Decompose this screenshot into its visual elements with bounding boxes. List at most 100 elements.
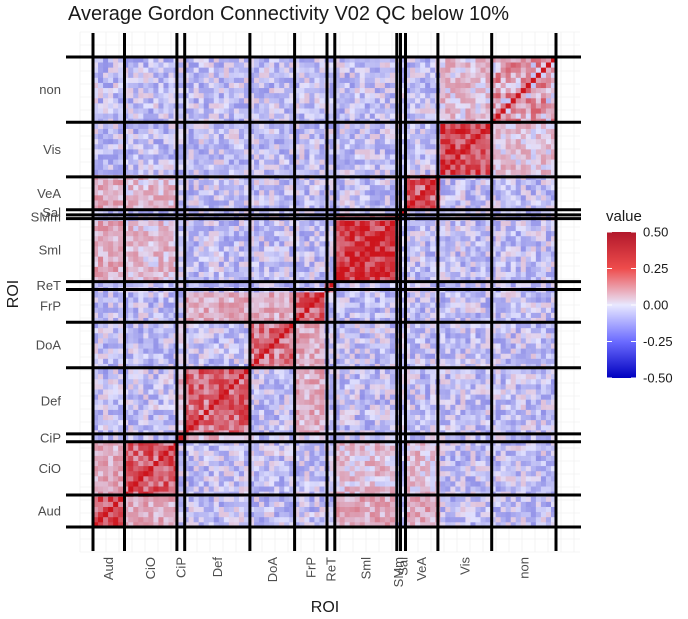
heatmap-cell (178, 383, 184, 390)
heatmap-cell (103, 302, 109, 308)
heatmap-cell (495, 368, 502, 375)
heatmap-cell (108, 251, 114, 257)
heatmap-cell (118, 424, 124, 431)
heatmap-cell (349, 455, 356, 461)
heatmap-cell (309, 496, 315, 502)
heatmap-cell (530, 455, 537, 461)
heatmap-cell (339, 312, 346, 318)
heatmap-cell (218, 332, 225, 339)
heatmap-cell (445, 266, 451, 272)
heatmap-cell (304, 337, 310, 344)
heatmap-cell (440, 470, 446, 477)
heatmap-cell (143, 506, 149, 513)
heatmap-cell (193, 465, 200, 472)
heatmap-cell (178, 302, 184, 308)
heatmap-cell (369, 332, 376, 339)
heatmap-cell (218, 358, 225, 364)
heatmap-cell (510, 307, 517, 313)
heatmap-cell (148, 297, 154, 303)
heatmap-cell (384, 424, 391, 431)
heatmap-cell (440, 307, 446, 313)
heatmap-cell (218, 516, 225, 523)
heatmap-cell (470, 317, 476, 324)
heatmap-cell (415, 281, 421, 288)
heatmap-cell (98, 373, 104, 380)
heatmap-cell (108, 317, 114, 324)
heatmap-cell (540, 312, 547, 318)
heatmap-cell (399, 445, 406, 451)
heatmap-cell (249, 419, 255, 426)
heatmap-cell (113, 358, 119, 364)
heatmap-cell (339, 435, 346, 441)
heatmap-cell (128, 353, 134, 359)
heatmap-cell (550, 496, 557, 502)
heatmap-cell (374, 383, 381, 390)
heatmap-cell (163, 424, 169, 431)
heatmap-cell (415, 266, 421, 272)
heatmap-cell (319, 332, 325, 339)
heatmap-cell (133, 266, 139, 272)
heatmap-cell (284, 337, 290, 344)
heatmap-cell (369, 261, 376, 267)
heatmap-cell (208, 511, 215, 518)
heatmap-cell (410, 302, 416, 308)
heatmap-cell (515, 297, 522, 303)
heatmap-cell (470, 353, 476, 359)
heatmap-cell (183, 368, 190, 375)
heatmap-cell (188, 373, 195, 380)
heatmap-cell (510, 322, 517, 329)
heatmap-cell (540, 378, 547, 385)
heatmap-cell (550, 378, 557, 385)
heatmap-cell (128, 337, 134, 344)
heatmap-cell (98, 486, 104, 492)
heatmap-cell (399, 511, 406, 518)
heatmap-cell (500, 322, 507, 329)
heatmap-cell (193, 281, 200, 288)
heatmap-cell (450, 481, 456, 487)
heatmap-cell (103, 404, 109, 410)
heatmap-cell (359, 470, 366, 477)
heatmap-cell (304, 450, 310, 456)
heatmap-cell (490, 358, 497, 364)
heatmap-cell (480, 373, 486, 380)
heatmap-cell (228, 404, 235, 410)
heatmap-cell (515, 332, 522, 339)
heatmap-cell (530, 450, 537, 456)
heatmap-cell (364, 496, 371, 502)
heatmap-cell (259, 511, 265, 518)
heatmap-cell (349, 312, 356, 318)
heatmap-cell (254, 292, 260, 298)
heatmap-cell (259, 378, 265, 385)
heatmap-cell (108, 373, 114, 380)
heatmap-cell (495, 281, 502, 288)
heatmap-cell (369, 307, 376, 313)
heatmap-cell (384, 302, 391, 308)
heatmap-cell (158, 501, 164, 507)
heatmap-cell (198, 511, 205, 518)
heatmap-cell (359, 389, 366, 395)
heatmap-cell (304, 399, 310, 405)
heatmap-cell (238, 511, 245, 518)
heatmap-cell (133, 424, 139, 431)
heatmap-cell (163, 486, 169, 492)
heatmap-cell (540, 486, 547, 492)
heatmap-cell (319, 501, 325, 507)
heatmap-cell (118, 389, 124, 395)
heatmap-cell (93, 435, 99, 441)
heatmap-cell (490, 404, 497, 410)
heatmap-cell (480, 307, 486, 313)
heatmap-cell (128, 486, 134, 492)
heatmap-cell (349, 383, 356, 390)
heatmap-cell (198, 445, 205, 451)
heatmap-cell (243, 353, 250, 359)
heatmap-cell (430, 419, 436, 426)
heatmap-cell (208, 322, 215, 329)
heatmap-cell (430, 501, 436, 507)
heatmap-cell (490, 312, 497, 318)
heatmap-cell (284, 496, 290, 502)
heatmap-cell (460, 302, 466, 308)
heatmap-cell (128, 404, 134, 410)
heatmap-cell (213, 307, 220, 313)
heatmap-cell (329, 419, 335, 426)
heatmap-cell (510, 419, 517, 426)
